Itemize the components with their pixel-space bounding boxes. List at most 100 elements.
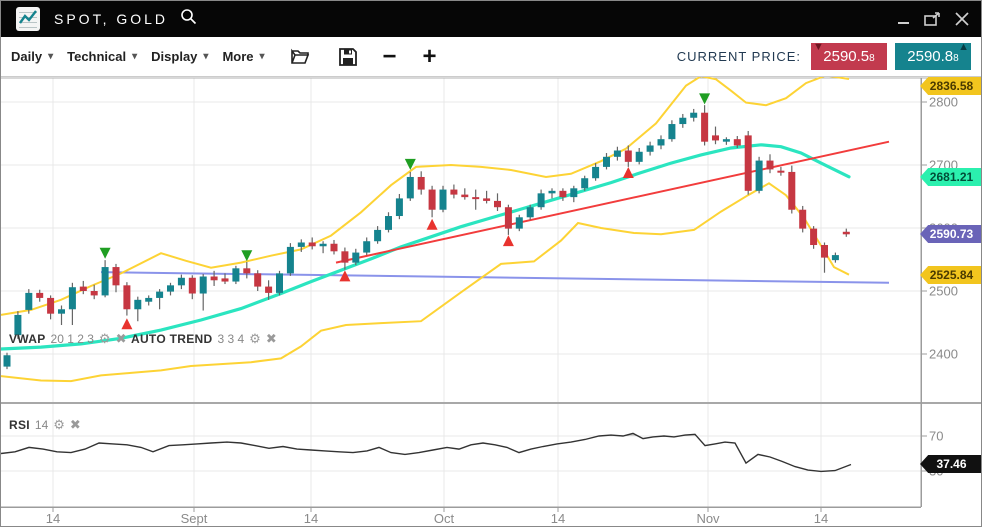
candle[interactable] — [428, 189, 436, 210]
candle[interactable] — [581, 178, 589, 189]
candle[interactable] — [472, 197, 480, 200]
candle[interactable] — [199, 276, 207, 294]
auto-trend-remove-icon[interactable]: ✖ — [265, 331, 277, 346]
close-button[interactable] — [955, 12, 969, 26]
candle[interactable] — [341, 251, 349, 263]
candle[interactable] — [799, 209, 807, 229]
candle[interactable] — [668, 124, 676, 140]
candle[interactable] — [254, 273, 262, 287]
candle[interactable] — [25, 292, 33, 310]
zoom-out-icon[interactable]: − — [382, 42, 397, 70]
rsi-remove-icon[interactable]: ✖ — [69, 417, 81, 432]
candle[interactable] — [537, 193, 545, 208]
bollinger-lower-band[interactable] — [1, 182, 850, 383]
candle[interactable] — [47, 297, 55, 314]
candle[interactable] — [494, 200, 501, 208]
candle[interactable] — [3, 355, 11, 367]
candle[interactable] — [635, 151, 643, 162]
popout-window-button[interactable] — [924, 11, 941, 27]
vwap-settings-gear-icon[interactable]: ⚙ — [98, 331, 111, 346]
candle[interactable] — [363, 241, 371, 253]
auto-trend-rising-line[interactable] — [335, 140, 890, 264]
vwap-remove-icon[interactable]: ✖ — [115, 331, 127, 346]
candle[interactable] — [265, 286, 273, 293]
candle[interactable] — [188, 277, 196, 294]
candle[interactable] — [483, 198, 491, 201]
minimize-button[interactable] — [897, 13, 910, 26]
candle[interactable] — [68, 287, 76, 310]
menu-daily[interactable]: Daily ▾ — [11, 49, 54, 64]
candle[interactable] — [177, 277, 185, 286]
candle[interactable] — [79, 286, 87, 291]
candle[interactable] — [276, 273, 283, 293]
candle[interactable] — [679, 117, 687, 125]
auto-trend-settings-gear-icon[interactable]: ⚙ — [249, 331, 261, 346]
candle[interactable] — [406, 176, 414, 199]
candle[interactable] — [613, 150, 621, 157]
candle[interactable] — [842, 231, 850, 235]
candle[interactable] — [134, 299, 142, 310]
candle[interactable] — [439, 189, 447, 210]
rsi-line[interactable] — [1, 432, 852, 473]
candle[interactable] — [297, 242, 305, 247]
menu-more[interactable]: More ▾ — [222, 49, 265, 64]
candle[interactable] — [286, 246, 294, 274]
candle[interactable] — [526, 207, 534, 218]
candlestick-series[interactable] — [3, 105, 850, 370]
candle[interactable] — [701, 112, 709, 142]
candle[interactable] — [657, 139, 665, 146]
candle[interactable] — [722, 139, 730, 142]
candle[interactable] — [417, 176, 425, 190]
menu-technical[interactable]: Technical ▾ — [67, 49, 138, 64]
candle[interactable] — [450, 189, 458, 195]
candle[interactable] — [755, 160, 763, 191]
candle[interactable] — [308, 242, 316, 247]
candle[interactable] — [36, 292, 44, 298]
zoom-in-icon[interactable]: + — [422, 42, 437, 70]
candle[interactable] — [733, 139, 741, 146]
candle[interactable] — [504, 207, 512, 229]
candle[interactable] — [559, 190, 567, 198]
candle[interactable] — [515, 217, 523, 229]
candle[interactable] — [14, 314, 22, 336]
candle[interactable] — [210, 276, 218, 281]
rsi-settings-gear-icon[interactable]: ⚙ — [53, 417, 65, 432]
candle[interactable] — [777, 170, 785, 173]
candle[interactable] — [123, 285, 131, 310]
auto-trend-flat-line[interactable] — [100, 271, 890, 284]
save-icon[interactable] — [338, 47, 357, 66]
candle[interactable] — [690, 112, 698, 118]
candle[interactable] — [385, 216, 392, 230]
candle[interactable] — [58, 309, 65, 314]
candle[interactable] — [592, 166, 600, 179]
candle[interactable] — [810, 228, 818, 246]
candle[interactable] — [90, 291, 98, 296]
candle[interactable] — [548, 190, 556, 194]
candle[interactable] — [461, 194, 469, 198]
candle[interactable] — [374, 229, 382, 242]
candle[interactable] — [744, 135, 752, 191]
candle[interactable] — [112, 267, 120, 286]
candle[interactable] — [167, 285, 174, 292]
candle[interactable] — [646, 145, 654, 152]
candle[interactable] — [624, 150, 632, 162]
candle[interactable] — [788, 171, 796, 210]
candle[interactable] — [352, 252, 360, 263]
candle[interactable] — [145, 297, 153, 302]
candle[interactable] — [232, 268, 240, 282]
search-icon[interactable] — [180, 8, 197, 30]
candle[interactable] — [319, 243, 327, 247]
open-folder-icon[interactable] — [290, 48, 313, 65]
candle[interactable] — [831, 255, 839, 261]
bollinger-upper-band[interactable] — [1, 74, 850, 316]
candle[interactable] — [156, 291, 164, 298]
candle[interactable] — [395, 198, 403, 217]
menu-display[interactable]: Display ▾ — [151, 49, 209, 64]
candle[interactable] — [821, 245, 828, 258]
candle[interactable] — [101, 267, 109, 296]
candle[interactable] — [712, 135, 719, 141]
candle[interactable] — [330, 243, 338, 252]
candle[interactable] — [221, 278, 229, 282]
candle[interactable] — [603, 156, 610, 167]
